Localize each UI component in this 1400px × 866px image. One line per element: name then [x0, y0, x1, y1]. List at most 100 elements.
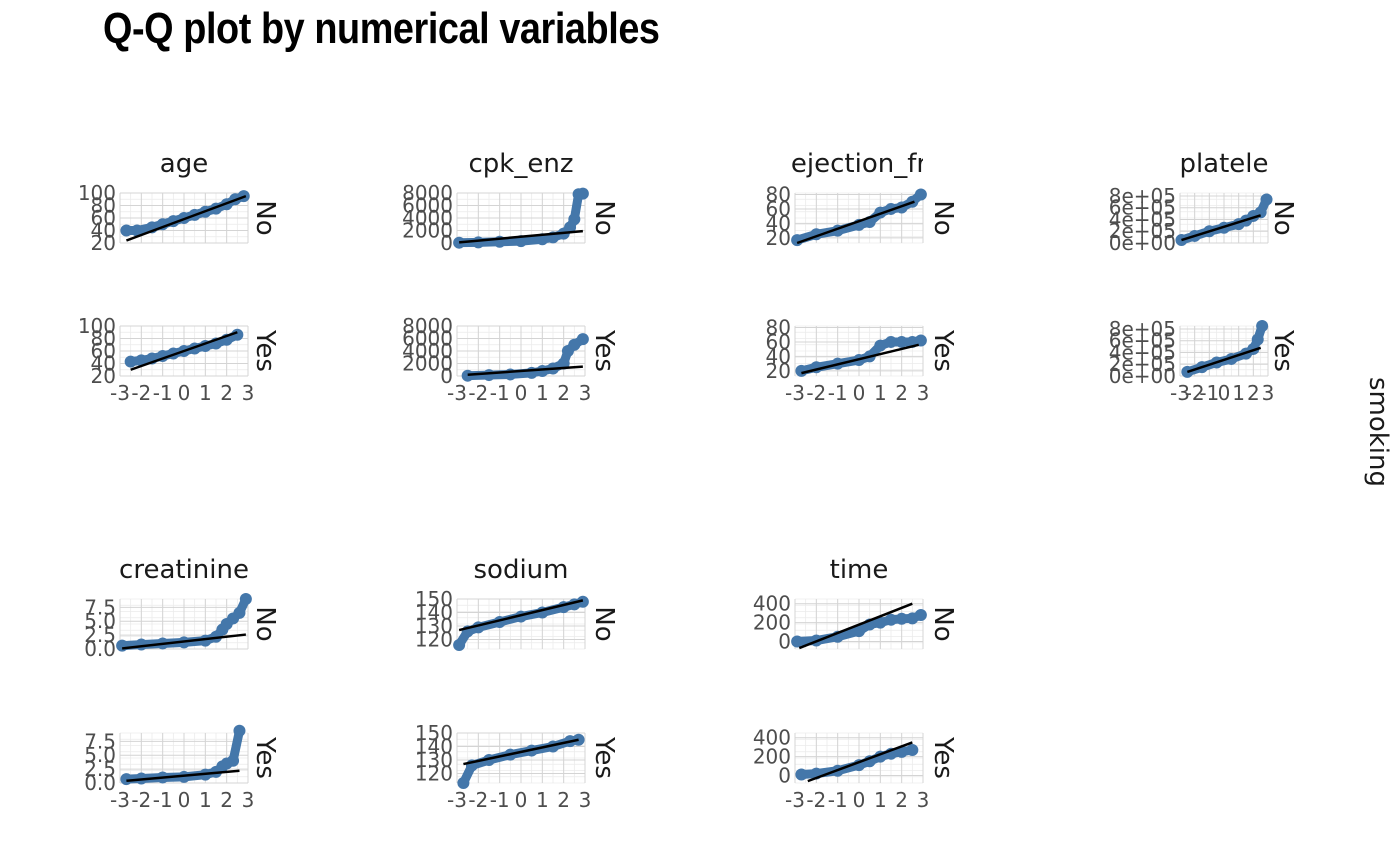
- data-point-band: [792, 610, 926, 646]
- x-tick-label: 2: [557, 788, 570, 812]
- y-tick-label: 5.0: [84, 743, 116, 767]
- reference-line: [121, 633, 247, 650]
- y-tick-label: 20: [91, 364, 116, 388]
- x-tick-label: 0: [515, 788, 528, 812]
- x-tick-label: 2: [895, 788, 908, 812]
- x-tick-label: 1: [199, 788, 212, 812]
- y-tick-label: 40: [91, 352, 116, 376]
- panel-title: age: [160, 149, 208, 179]
- data-point-band: [454, 189, 588, 248]
- x-tick-label: -2: [131, 788, 151, 812]
- y-tick-label: 20: [766, 359, 791, 383]
- data-point-band: [454, 597, 588, 650]
- x-tick-label: -1: [153, 381, 173, 405]
- x-tick-label: 0: [178, 381, 191, 405]
- y-tick-label: 80: [766, 315, 791, 339]
- y-tick-label: 130: [415, 614, 453, 638]
- x-tick-label: 3: [579, 788, 592, 812]
- x-tick-label: -3: [1170, 381, 1190, 405]
- x-tick-label: 0: [515, 381, 528, 405]
- y-tick-label: 400: [753, 726, 791, 750]
- y-tick-label: 4000: [402, 206, 453, 230]
- y-tick-label: 0: [440, 231, 453, 255]
- x-tick-label: 3: [579, 381, 592, 405]
- x-tick-label: 2: [1247, 381, 1260, 405]
- y-tick-label: 130: [415, 748, 453, 772]
- y-tick-label: 0e+00: [1109, 231, 1176, 255]
- x-tick-label: 1: [536, 788, 549, 812]
- y-tick-label: 140: [415, 601, 453, 625]
- y-tick-label: 0e+00: [1109, 364, 1176, 388]
- x-tick-label: 3: [1262, 381, 1275, 405]
- x-tick-label: 3: [917, 381, 930, 405]
- facet-creatinine-yes: 0.02.55.07.5 Yes -3 -2 -1 0 1 2 3: [84, 724, 280, 812]
- x-tick-label: 1: [874, 788, 887, 812]
- reference-line: [1181, 214, 1262, 242]
- facet-strip-label: Yes: [250, 329, 280, 372]
- y-tick-label: 80: [766, 182, 791, 206]
- y-tick-label: 60: [766, 330, 791, 354]
- y-tick-label: 0: [440, 364, 453, 388]
- y-tick-label: 2e+05: [1109, 219, 1176, 243]
- x-tick-label: 1: [536, 381, 549, 405]
- x-tick-label: -2: [468, 788, 488, 812]
- y-tick-label: 100: [78, 314, 116, 338]
- y-tick-label: 200: [753, 745, 791, 769]
- x-tick-label: -2: [1185, 381, 1205, 405]
- facet-strip-label: Yes: [928, 736, 958, 779]
- x-tick-label: 3: [242, 788, 255, 812]
- y-tick-label: 60: [91, 206, 116, 230]
- reference-line: [796, 200, 915, 245]
- x-tick-label: -3: [110, 788, 130, 812]
- y-tick-label: 60: [766, 197, 791, 221]
- y-tick-label: 0.0: [84, 771, 116, 795]
- panel-title: platele: [1179, 149, 1268, 179]
- x-tick-label: -2: [806, 788, 826, 812]
- y-tick-label: 8000: [402, 314, 453, 338]
- reference-line: [807, 741, 913, 783]
- panel-title: cpk_enz: [469, 149, 574, 179]
- reference-line: [126, 769, 240, 783]
- panel-title: creatinine: [119, 555, 249, 585]
- facet-strip-label: No: [928, 606, 958, 641]
- x-tick-label: 3: [917, 788, 930, 812]
- reference-line: [125, 194, 247, 242]
- x-tick-label: -2: [131, 381, 151, 405]
- x-tick-label: 2: [557, 381, 570, 405]
- data-point-band: [121, 191, 249, 235]
- facet-strip-label: Yes: [589, 736, 619, 779]
- x-tick-label: -1: [1199, 381, 1219, 405]
- x-tick-label: -1: [153, 788, 173, 812]
- y-tick-label: 4000: [402, 339, 453, 363]
- y-tick-label: 6000: [402, 327, 453, 351]
- x-tick-label: -1: [828, 381, 848, 405]
- y-tick-label: 8000: [402, 181, 453, 205]
- x-tick-label: 2: [220, 788, 233, 812]
- x-tick-label: 2: [895, 381, 908, 405]
- y-tick-label: 6e+05: [1109, 196, 1176, 220]
- x-tick-label: -1: [490, 788, 510, 812]
- reference-line: [1186, 346, 1262, 374]
- y-tick-label: 7.5: [84, 595, 116, 619]
- y-tick-label: 4e+05: [1109, 340, 1176, 364]
- y-tick-label: 20: [91, 231, 116, 255]
- y-tick-label: 2000: [402, 352, 453, 376]
- reference-line: [801, 343, 920, 375]
- x-tick-label: -2: [468, 381, 488, 405]
- y-tick-label: 120: [415, 762, 453, 786]
- facet-strip-label: Yes: [1268, 329, 1298, 372]
- x-tick-label: 0: [1218, 381, 1231, 405]
- y-tick-label: 40: [766, 211, 791, 235]
- x-tick-label: 3: [242, 381, 255, 405]
- facet-strip-label: Yes: [250, 736, 280, 779]
- reference-line: [798, 602, 913, 650]
